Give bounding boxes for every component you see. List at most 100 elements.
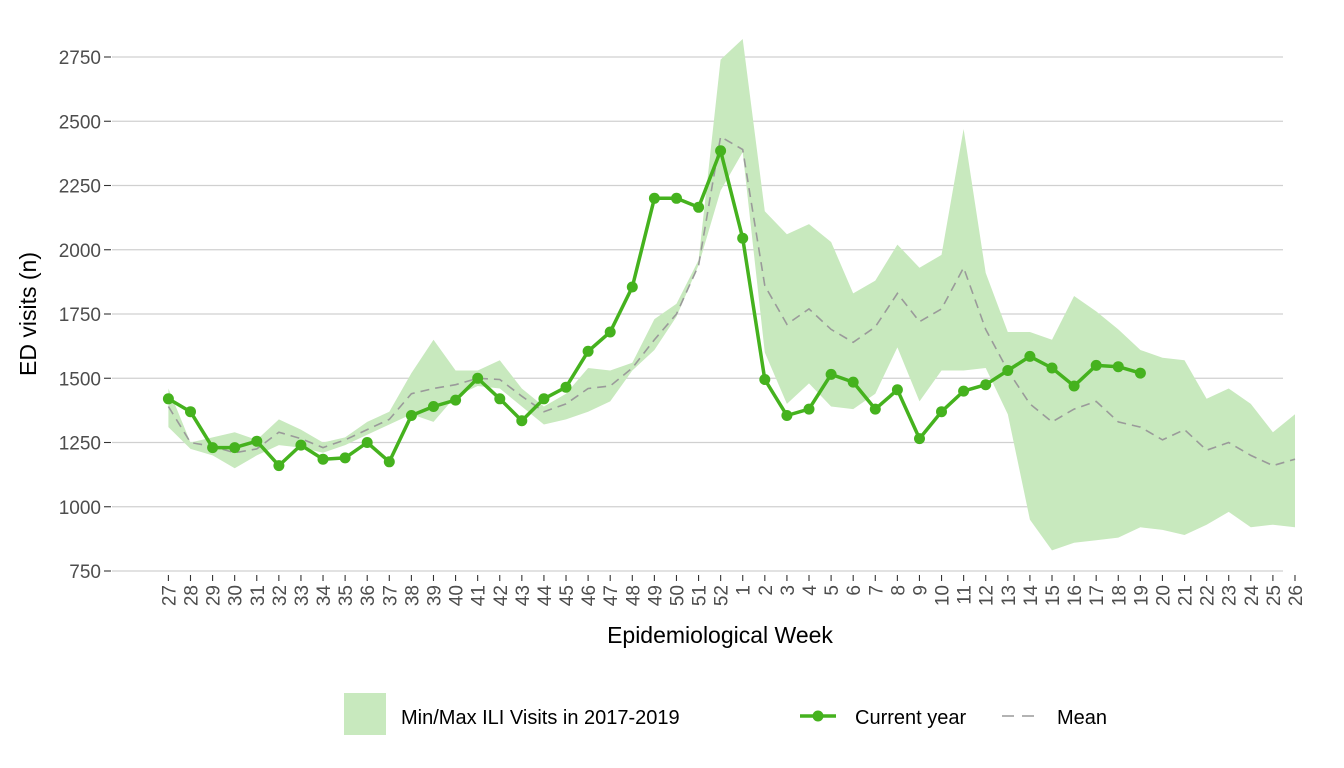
x-tick-label: 7 xyxy=(866,585,887,596)
y-tick-label: 2250 xyxy=(59,177,101,198)
x-tick-label: 30 xyxy=(226,585,247,606)
x-tick-label: 21 xyxy=(1176,585,1197,606)
current-year-point xyxy=(538,393,550,405)
current-year-point xyxy=(604,326,616,338)
x-tick-label: 38 xyxy=(402,585,423,606)
current-year-point xyxy=(295,439,307,451)
x-tick-label: 9 xyxy=(911,585,932,596)
x-tick-label: 3 xyxy=(778,585,799,596)
current-year-point xyxy=(1046,362,1058,374)
current-year-point xyxy=(891,384,903,396)
current-year-point xyxy=(825,368,837,380)
current-year-point xyxy=(207,442,219,454)
current-year-point xyxy=(582,345,594,357)
x-tick-label: 16 xyxy=(1065,585,1086,606)
x-tick-label: 49 xyxy=(645,585,666,606)
x-tick-label: 52 xyxy=(712,585,733,606)
x-tick-label: 2 xyxy=(756,585,777,596)
x-tick-label: 6 xyxy=(844,585,865,596)
x-tick-label: 39 xyxy=(425,585,446,606)
x-tick-label: 1 xyxy=(734,585,755,596)
x-tick-label: 46 xyxy=(579,585,600,606)
x-tick-label: 18 xyxy=(1109,585,1130,606)
current-year-point xyxy=(626,281,638,293)
current-year-point xyxy=(1134,367,1146,379)
legend-current-year-marker xyxy=(812,710,824,722)
y-tick-label: 1000 xyxy=(59,498,101,519)
x-tick-label: 24 xyxy=(1242,585,1263,607)
x-tick-label: 35 xyxy=(336,585,357,606)
current-year-point xyxy=(273,460,285,472)
current-year-point xyxy=(560,381,572,393)
legend-mean-label: Mean xyxy=(1057,707,1107,729)
x-tick-label: 14 xyxy=(1021,585,1042,607)
current-year-point xyxy=(737,232,749,244)
current-year-point xyxy=(715,145,727,157)
current-year-point xyxy=(958,385,970,397)
current-year-point xyxy=(1002,365,1014,376)
x-tick-label: 32 xyxy=(270,585,291,606)
current-year-point xyxy=(781,410,793,421)
y-tick-label: 750 xyxy=(69,562,101,583)
x-tick-label: 5 xyxy=(822,585,843,596)
x-tick-label: 48 xyxy=(623,585,644,606)
mean-line xyxy=(167,135,1296,467)
y-tick-label: 2750 xyxy=(59,48,101,69)
x-tick-label: 29 xyxy=(204,585,225,606)
current-year-point xyxy=(361,437,373,448)
x-tick-label: 41 xyxy=(469,585,490,606)
x-tick-label: 47 xyxy=(601,585,622,606)
current-year-point xyxy=(450,394,462,406)
current-year-point xyxy=(1112,361,1124,373)
x-axis-ticks: 27 28 29 30 31 32 33 34 35 36 37 38 39 40 41 42 43 44 45 46… xyxy=(159,575,1307,606)
legend-band-swatch xyxy=(344,693,386,735)
current-year-series xyxy=(162,145,1146,472)
x-tick-label: 26 xyxy=(1286,585,1307,606)
current-year-point xyxy=(914,433,925,445)
x-tick-label: 12 xyxy=(977,585,998,606)
current-year-point xyxy=(648,192,660,204)
x-tick-label: 45 xyxy=(557,585,578,606)
current-year-point xyxy=(317,453,329,465)
x-tick-label: 10 xyxy=(933,585,954,606)
current-year-point xyxy=(980,379,992,391)
x-tick-label: 25 xyxy=(1264,585,1285,606)
x-tick-label: 51 xyxy=(690,585,711,606)
current-year-point xyxy=(803,403,815,415)
mean-series xyxy=(167,135,1296,467)
current-year-point xyxy=(405,410,417,421)
x-tick-label: 44 xyxy=(535,585,556,607)
current-year-point xyxy=(1090,359,1102,371)
x-tick-label: 23 xyxy=(1220,585,1241,606)
current-year-point xyxy=(251,435,263,447)
legend: Min/Max ILI Visits in 2017-2019 Current … xyxy=(344,693,1107,735)
current-year-point xyxy=(759,374,771,385)
y-axis-title: ED visits (n) xyxy=(15,252,41,376)
current-year-point xyxy=(847,376,859,388)
band-area xyxy=(168,39,1295,551)
legend-band-label: Min/Max ILI Visits in 2017-2019 xyxy=(401,707,680,729)
current-year-point xyxy=(383,456,395,468)
current-year-point xyxy=(869,403,881,415)
min-max-band xyxy=(168,39,1295,551)
x-tick-label: 17 xyxy=(1087,585,1108,606)
x-tick-label: 4 xyxy=(800,585,821,596)
y-axis-ticks: 750 1000 1250 1500 1750 2000 2250 2500 2750 xyxy=(59,48,111,583)
x-tick-label: 28 xyxy=(182,585,203,606)
x-tick-label: 13 xyxy=(999,585,1020,606)
x-tick-label: 11 xyxy=(955,585,976,605)
x-tick-label: 37 xyxy=(380,585,401,606)
current-year-point xyxy=(1024,350,1036,362)
current-year-point xyxy=(671,192,682,204)
legend-current-year-label: Current year xyxy=(855,707,966,729)
x-tick-label: 19 xyxy=(1131,585,1152,606)
x-axis-title: Epidemiological Week xyxy=(607,622,833,648)
x-tick-label: 8 xyxy=(888,585,909,596)
x-tick-label: 20 xyxy=(1154,585,1175,606)
x-tick-label: 22 xyxy=(1198,585,1219,606)
y-tick-label: 2500 xyxy=(59,112,101,133)
x-tick-label: 36 xyxy=(358,585,379,606)
current-year-point xyxy=(162,393,174,405)
current-year-point xyxy=(693,201,705,213)
